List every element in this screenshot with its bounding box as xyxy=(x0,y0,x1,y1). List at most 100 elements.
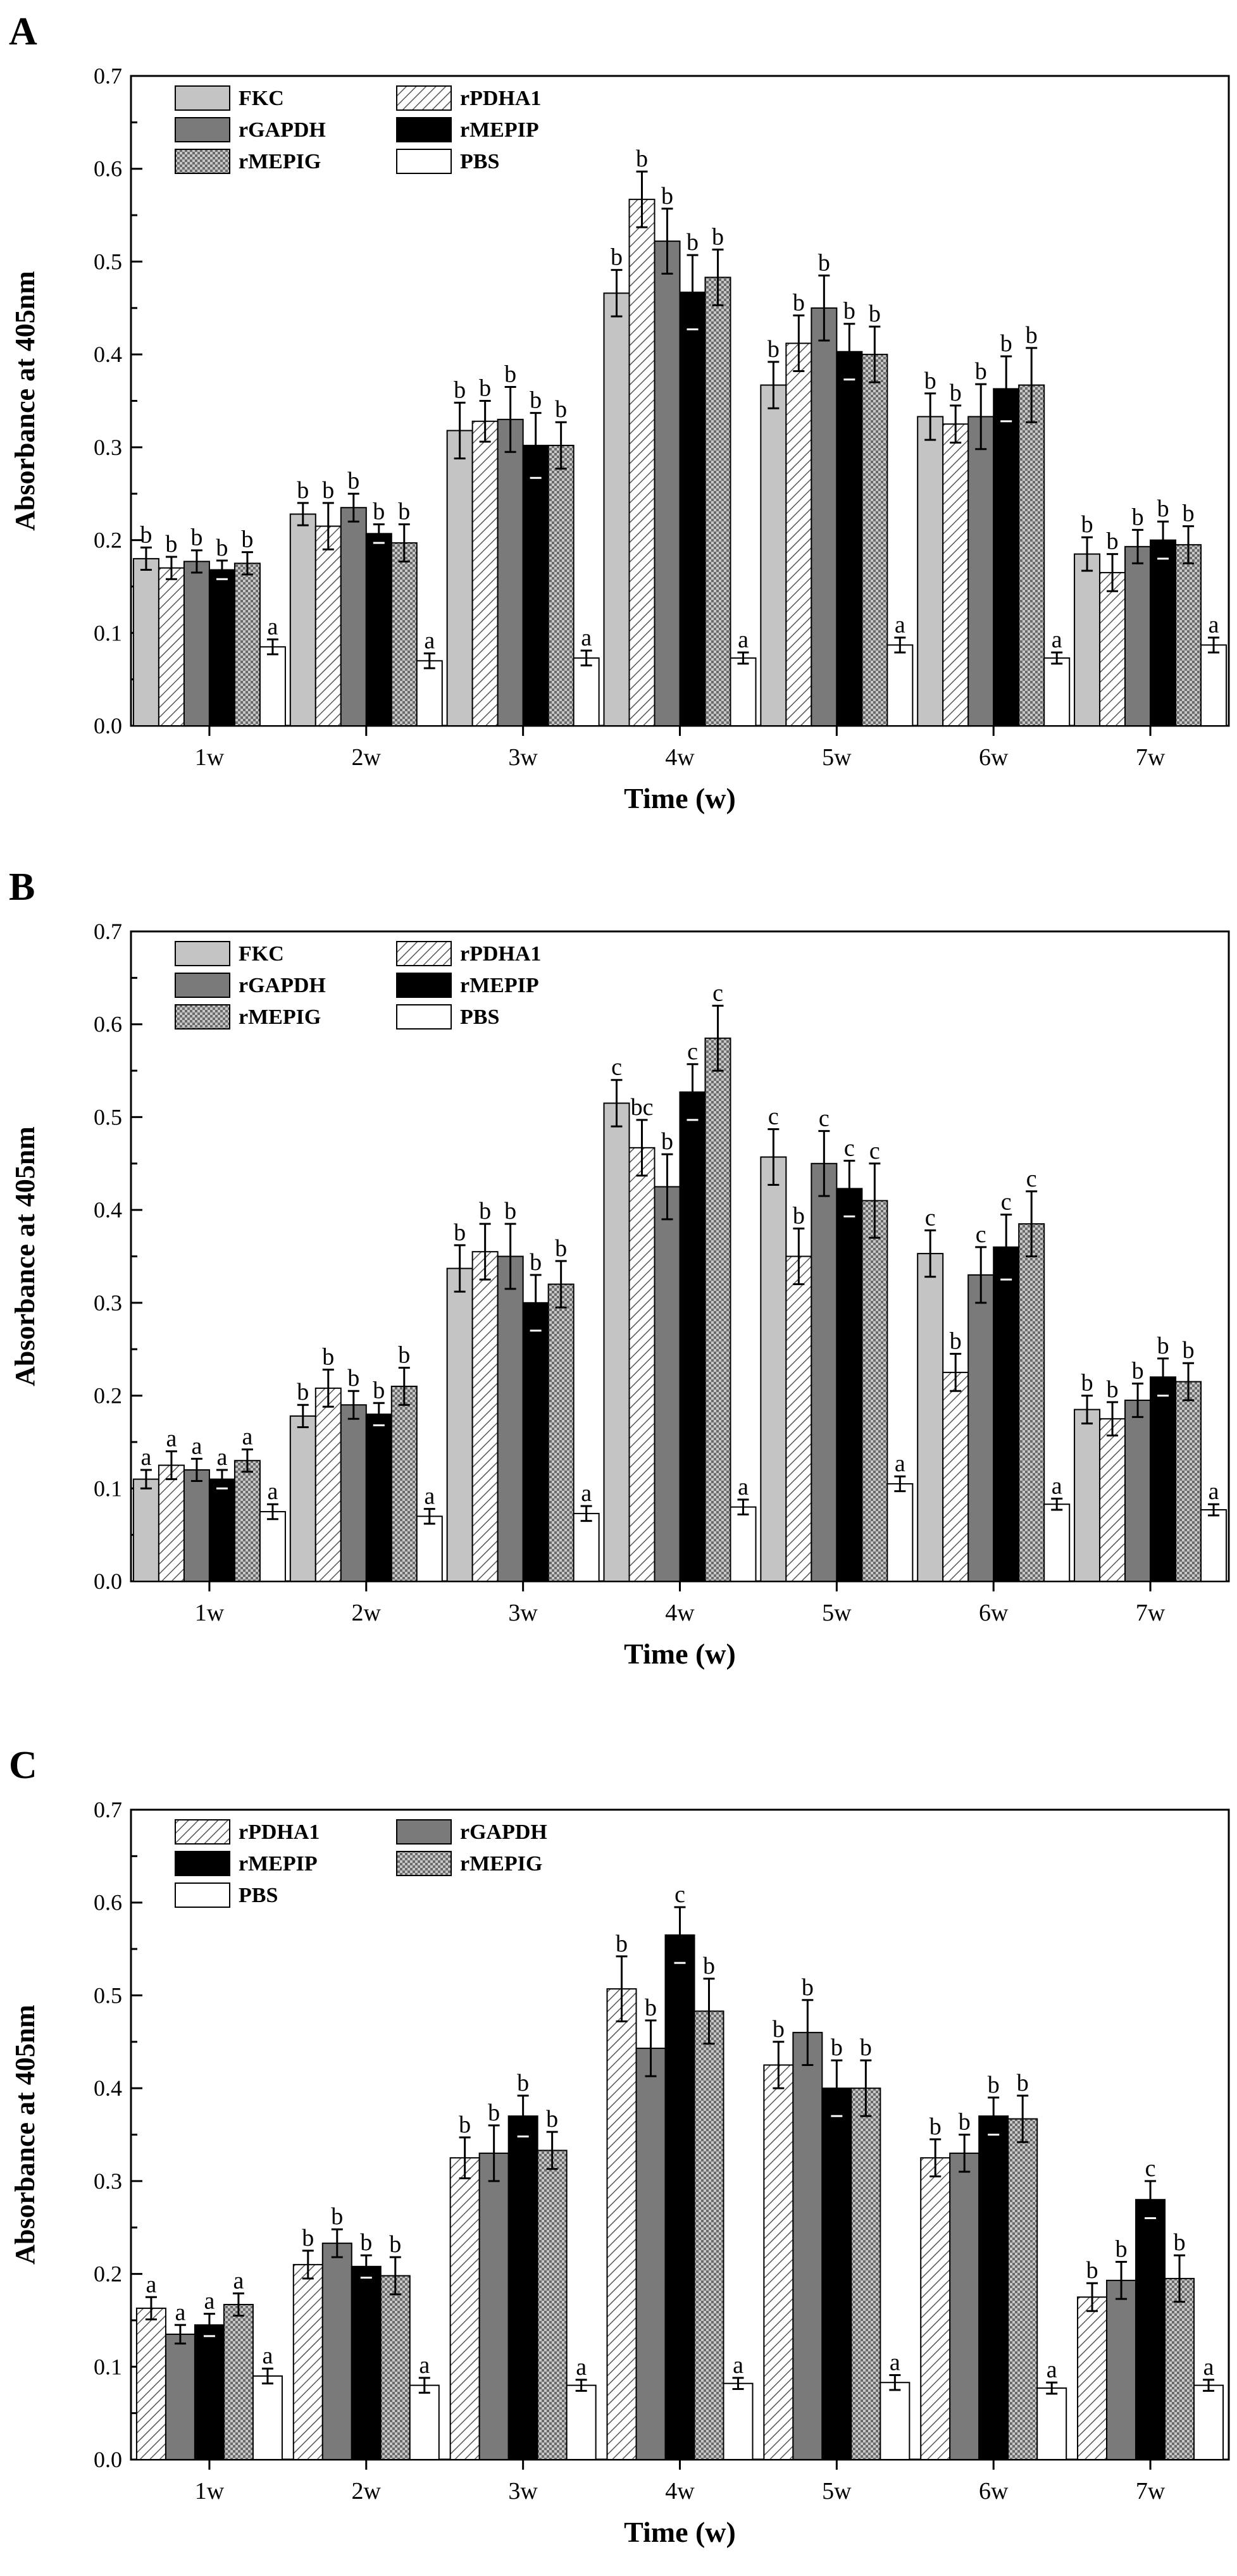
bar-rMEPIG-6w xyxy=(1018,1223,1045,1582)
legend-swatch-rMEPIG xyxy=(175,1004,230,1030)
significance-letter: b xyxy=(636,146,648,172)
bar-PBS-4w xyxy=(730,1506,757,1583)
significance-letter: a xyxy=(233,2267,244,2294)
significance-letter: b xyxy=(616,1931,628,1957)
y-tick-label: 0.0 xyxy=(94,713,122,738)
x-axis-label: Time (w) xyxy=(624,1638,736,1670)
significance-letter: a xyxy=(738,626,749,653)
significance-letter: b xyxy=(1107,1376,1119,1403)
x-tick-label: 7w xyxy=(1136,1600,1166,1626)
x-tick-label: 2w xyxy=(352,2478,382,2504)
bar-FKC-2w xyxy=(289,513,316,727)
significance-letter: c xyxy=(819,1105,830,1131)
bar-rMEPIP-4w xyxy=(664,1934,695,2460)
bar-rMEPIG-7w xyxy=(1164,2277,1195,2461)
bar-PBS-7w xyxy=(1193,2384,1224,2461)
y-axis-label: Absorbance at 405nm xyxy=(9,271,40,531)
bar-rPDHA1-3w xyxy=(471,420,499,727)
legend-label: rGAPDH xyxy=(239,974,326,997)
legend-swatch-PBS xyxy=(175,1882,230,1908)
significance-letter: a xyxy=(1047,2356,1057,2383)
bar-rPDHA1-2w xyxy=(314,1387,342,1582)
bar-rMEPIP-3w xyxy=(522,1302,549,1583)
panel-B: B 0.0 0.1 0.2 0.3 0.4 0.5 0.6 0.7 Absorbance at 4… xyxy=(9,866,1230,1670)
bar-rMEPIP-3w xyxy=(522,444,549,726)
bar-rGAPDH-4w xyxy=(654,240,681,726)
significance-letter: a xyxy=(1203,2354,1214,2380)
significance-letter: b xyxy=(530,1249,542,1276)
significance-letter: b xyxy=(165,531,177,557)
bar-rGAPDH-7w xyxy=(1106,2279,1137,2460)
legend-swatch-PBS xyxy=(396,1004,452,1030)
legend-label: PBS xyxy=(239,1884,278,1907)
bar-rMEPIP-7w xyxy=(1150,1376,1177,1582)
significance-letter: b xyxy=(398,499,410,525)
bar-rMEPIG-7w xyxy=(1175,1381,1202,1582)
significance-letter: b xyxy=(459,2112,471,2138)
panel-label: B xyxy=(9,866,35,909)
y-tick-label: 0.7 xyxy=(94,919,122,944)
significance-letter: b xyxy=(950,380,962,406)
bar-rMEPIG-3w xyxy=(547,1283,575,1582)
significance-letter: a xyxy=(1052,626,1062,653)
bar-rMEPIP-1w xyxy=(208,569,235,727)
bar-rGAPDH-2w xyxy=(321,2243,352,2461)
bar-rGAPDH-1w xyxy=(165,2333,196,2461)
significance-letter: a xyxy=(581,1480,592,1507)
y-tick-label: 0.7 xyxy=(94,63,122,89)
bar-rPDHA1-7w xyxy=(1099,1418,1126,1582)
bar-rMEPIP-7w xyxy=(1150,539,1177,726)
legend-swatch-rPDHA1 xyxy=(396,85,452,111)
significance-letter: b xyxy=(389,2231,401,2258)
significance-letter: c xyxy=(687,1038,698,1065)
bar-PBS-2w xyxy=(416,1515,443,1583)
bar-rGAPDH-5w xyxy=(792,2032,823,2460)
bar-PBS-5w xyxy=(886,1483,914,1582)
y-axis-label: Absorbance at 405nm xyxy=(9,2005,40,2265)
bar-rPDHA1-7w xyxy=(1099,571,1126,727)
significance-letter: a xyxy=(738,1474,749,1500)
significance-letter: a xyxy=(895,612,905,638)
bar-rPDHA1-6w xyxy=(942,423,969,727)
legend-label: rMEPIG xyxy=(239,150,321,173)
significance-letter: b xyxy=(373,1377,385,1403)
legend-swatch-PBS xyxy=(396,149,452,174)
x-axis-label: Time (w) xyxy=(624,2516,736,2548)
significance-letter: b xyxy=(517,2070,529,2096)
x-tick-label: 6w xyxy=(979,744,1009,771)
legend-label: rGAPDH xyxy=(239,118,326,142)
y-tick-label: 0.4 xyxy=(94,2075,122,2101)
significance-letter: b xyxy=(802,1974,814,2001)
bar-PBS-6w xyxy=(1043,1503,1071,1582)
significance-letter: a xyxy=(267,1478,278,1505)
significance-letter: a xyxy=(267,614,278,640)
bar-rMEPIG-4w xyxy=(704,277,731,726)
significance-letter: a xyxy=(216,1444,227,1471)
legend-swatch-rMEPIP xyxy=(175,1851,230,1876)
significance-letter: c xyxy=(1145,2155,1156,2182)
significance-letter: a xyxy=(262,2343,273,2369)
bar-PBS-1w xyxy=(259,646,286,726)
bar-rMEPIG-1w xyxy=(223,2303,254,2460)
bar-rPDHA1-3w xyxy=(449,2157,480,2460)
bar-rGAPDH-5w xyxy=(811,1162,838,1583)
panel-label: C xyxy=(9,1744,37,1787)
significance-letter: a xyxy=(895,1450,905,1477)
legend-swatch-rGAPDH xyxy=(175,973,230,998)
x-tick-label: 3w xyxy=(508,1600,538,1626)
y-tick-label: 0.1 xyxy=(94,1476,122,1501)
bar-rMEPIG-7w xyxy=(1175,544,1202,727)
y-tick-label: 0.6 xyxy=(94,1890,122,1915)
significance-letter: a xyxy=(733,2352,743,2379)
significance-letter: b xyxy=(950,1328,962,1355)
bar-rMEPIP-1w xyxy=(194,2324,225,2461)
significance-letter: b xyxy=(793,1202,805,1229)
significance-letter: b xyxy=(645,1994,657,2021)
bar-rPDHA1-3w xyxy=(471,1251,499,1582)
y-tick-label: 0.2 xyxy=(94,2262,122,2287)
bar-rPDHA1-6w xyxy=(920,2157,951,2460)
significance-letter: b xyxy=(347,1365,359,1391)
legend-label: rPDHA1 xyxy=(239,1820,320,1844)
significance-letter: b xyxy=(454,376,466,403)
